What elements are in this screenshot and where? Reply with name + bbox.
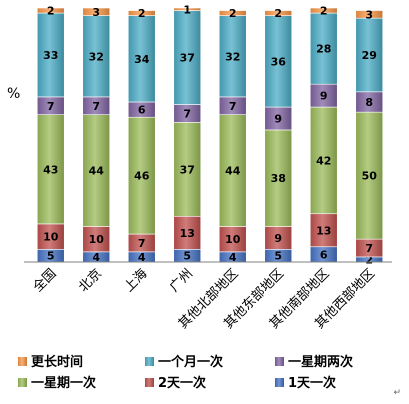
data-label: 6	[320, 248, 328, 261]
legend-label: 2天一次	[158, 375, 206, 391]
legend-swatch	[145, 378, 154, 387]
bar-segment	[173, 122, 202, 217]
bar-segment	[355, 10, 384, 19]
bar-segment	[264, 10, 293, 16]
bar-segment	[173, 10, 202, 105]
data-label: 5	[183, 250, 191, 263]
category-label: 全国	[30, 266, 60, 296]
data-label: 13	[180, 227, 195, 240]
data-label: 44	[89, 165, 105, 178]
data-label: 43	[43, 163, 58, 176]
bar-segment	[218, 114, 247, 227]
category-label: 北京	[76, 266, 105, 295]
data-label: 2	[138, 7, 146, 20]
data-label: 10	[89, 233, 105, 246]
paragraph-mark: ↵	[393, 388, 401, 398]
data-label: 46	[134, 170, 150, 183]
data-label: 29	[362, 49, 377, 62]
category-label: 上海	[122, 266, 151, 295]
bar-segment	[309, 12, 338, 85]
bars-group: 5104373324104473234746634251337737141044…	[36, 3, 384, 266]
bar-segment	[82, 226, 111, 253]
data-label: 7	[365, 242, 373, 255]
legend-label: 1天一次	[288, 375, 336, 391]
bar-segment	[309, 213, 338, 248]
data-label: 37	[180, 163, 195, 176]
bar-segment	[82, 15, 111, 98]
data-label: 3	[92, 6, 100, 19]
data-label: 10	[225, 233, 241, 246]
bar-segment	[309, 7, 338, 14]
data-label: 7	[47, 100, 55, 113]
data-label: 7	[183, 107, 191, 120]
legend-swatch	[275, 378, 284, 387]
bar-segment	[355, 17, 384, 93]
bar-segment	[82, 7, 111, 16]
category-label: 广州	[167, 266, 196, 295]
data-label: 32	[225, 50, 240, 63]
data-label: 42	[316, 154, 331, 167]
bar-segment	[173, 7, 202, 11]
y-axis-unit: %	[7, 86, 20, 102]
legend-label: 一星期一次	[31, 375, 96, 391]
data-label: 38	[271, 172, 286, 185]
data-label: 9	[274, 232, 282, 245]
data-label: 28	[316, 43, 331, 56]
data-label: 37	[180, 52, 195, 65]
bar-segment	[218, 10, 247, 16]
data-label: 7	[229, 100, 237, 113]
legend-label: 更长时间	[31, 354, 83, 370]
legend-label: 一个月一次	[158, 354, 223, 370]
legend-swatch	[275, 357, 284, 366]
data-label: 2	[365, 253, 373, 266]
data-label: 34	[134, 53, 150, 66]
legend-swatch	[145, 357, 154, 366]
bar-segment	[309, 106, 338, 215]
data-label: 1	[183, 3, 191, 16]
data-label: 3	[365, 8, 373, 21]
data-label: 36	[271, 55, 287, 68]
legend-swatch	[18, 357, 27, 366]
data-label: 13	[316, 224, 331, 237]
data-label: 4	[138, 251, 146, 264]
bar-segment	[264, 15, 293, 108]
bar-segment	[36, 223, 65, 250]
bar-segment	[36, 12, 65, 98]
data-label: 7	[92, 100, 100, 113]
legend-label: 一星期两次	[288, 354, 353, 370]
data-label: 9	[274, 112, 282, 125]
bar-segment	[36, 7, 65, 14]
data-label: 32	[89, 50, 104, 63]
data-label: 33	[43, 49, 58, 62]
bar-segment	[218, 226, 247, 253]
data-label: 2	[274, 7, 282, 20]
bar-segment	[127, 10, 156, 16]
data-label: 6	[138, 104, 146, 117]
data-label: 5	[47, 250, 55, 263]
bar-segment	[82, 114, 111, 227]
bar-segment	[173, 215, 202, 250]
data-label: 8	[365, 96, 373, 109]
data-label: 2	[320, 5, 328, 18]
data-label: 9	[320, 90, 328, 103]
data-label: 2	[229, 7, 237, 20]
data-label: 7	[138, 237, 146, 250]
bar-segment	[127, 15, 156, 103]
bar-segment	[127, 116, 156, 235]
data-label: 4	[92, 251, 100, 264]
data-label: 2	[47, 5, 55, 18]
data-label: 5	[274, 250, 282, 263]
data-label: 4	[229, 251, 237, 264]
data-label: 44	[225, 165, 241, 178]
data-label: 10	[43, 231, 59, 244]
legend-swatch	[18, 378, 27, 387]
data-label: 50	[362, 170, 378, 183]
bar-segment	[218, 15, 247, 98]
